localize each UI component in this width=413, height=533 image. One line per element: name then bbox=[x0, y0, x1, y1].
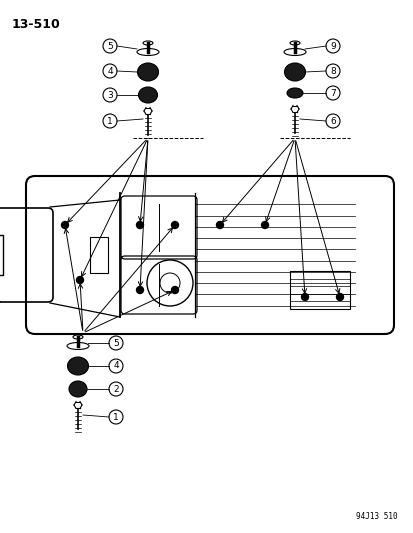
Text: 3: 3 bbox=[107, 91, 113, 100]
Circle shape bbox=[301, 294, 308, 301]
Circle shape bbox=[76, 277, 83, 284]
Text: 1: 1 bbox=[107, 117, 113, 125]
Text: 1: 1 bbox=[113, 413, 119, 422]
Circle shape bbox=[171, 287, 178, 294]
Circle shape bbox=[136, 287, 143, 294]
Text: 9: 9 bbox=[329, 42, 335, 51]
Text: 7: 7 bbox=[329, 88, 335, 98]
Bar bbox=[90, 237, 108, 273]
Text: 5: 5 bbox=[107, 42, 113, 51]
Circle shape bbox=[136, 222, 143, 229]
Text: 6: 6 bbox=[329, 117, 335, 125]
Bar bbox=[0, 235, 3, 275]
Bar bbox=[289, 271, 349, 309]
Ellipse shape bbox=[286, 88, 302, 98]
Circle shape bbox=[336, 294, 343, 301]
Text: 13-510: 13-510 bbox=[12, 18, 61, 31]
Text: 94J13 510: 94J13 510 bbox=[356, 512, 397, 521]
Ellipse shape bbox=[67, 357, 88, 375]
Circle shape bbox=[62, 222, 68, 229]
Text: 8: 8 bbox=[329, 67, 335, 76]
Text: 2: 2 bbox=[113, 384, 119, 393]
Ellipse shape bbox=[284, 63, 305, 81]
Ellipse shape bbox=[137, 63, 158, 81]
Ellipse shape bbox=[138, 87, 157, 103]
Text: 5: 5 bbox=[113, 338, 119, 348]
Circle shape bbox=[171, 222, 178, 229]
Text: 4: 4 bbox=[113, 361, 119, 370]
Text: 4: 4 bbox=[107, 67, 112, 76]
Circle shape bbox=[216, 222, 223, 229]
Ellipse shape bbox=[69, 381, 87, 397]
Circle shape bbox=[261, 222, 268, 229]
